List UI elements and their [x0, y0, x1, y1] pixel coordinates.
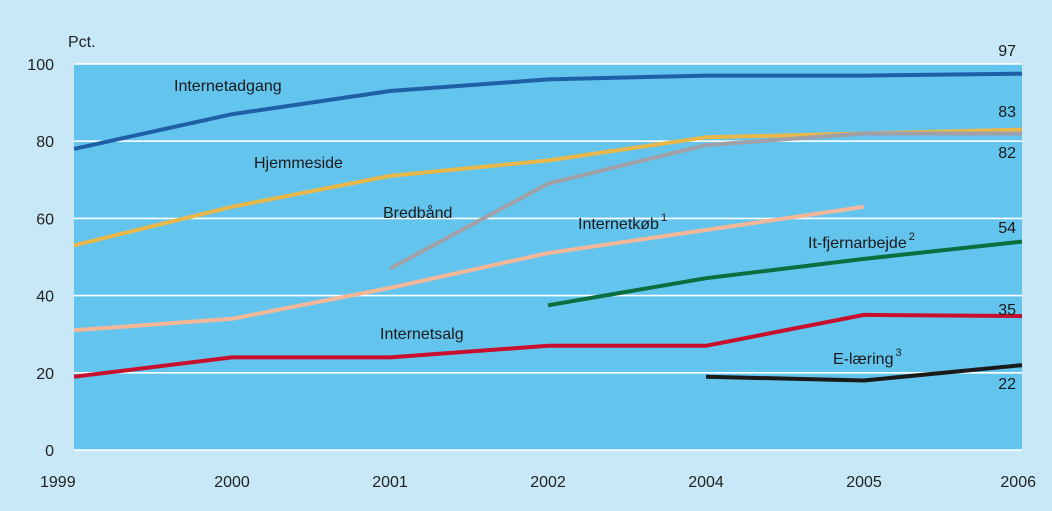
y-axis-label: Pct. — [68, 34, 96, 51]
series-label-3: Internetkøb 1 — [578, 212, 667, 233]
series-line-6 — [705, 363, 1023, 383]
end-value-label-1: 83 — [998, 104, 1016, 121]
x-tick-label: 2005 — [846, 474, 882, 491]
series-label-4: It-fjernarbejde 2 — [808, 231, 915, 252]
x-tick-label: 2002 — [530, 474, 566, 491]
series-line-2 — [389, 131, 1022, 271]
y-tick-label: 20 — [36, 366, 54, 383]
end-value-label-2: 82 — [998, 145, 1016, 162]
x-tick-label: 1999 — [40, 474, 76, 491]
series-labels: Internetadgang Hjemmeside Bredbånd Internet… — [174, 78, 915, 368]
series-line-5 — [73, 312, 1023, 379]
series-lines — [73, 71, 1023, 383]
y-tick-label: 0 — [45, 443, 54, 460]
series-label-0: Internetadgang — [174, 78, 282, 95]
series-line-0 — [73, 71, 1023, 151]
y-tick-label: 40 — [36, 289, 54, 306]
end-value-label-5: 35 — [998, 302, 1016, 319]
x-tick-label: 2006 — [1000, 474, 1036, 491]
end-value-labels: 97 83 82 54 35 22 — [998, 43, 1016, 393]
x-axis: 1999 2000 2001 2002 2004 2005 2006 — [40, 474, 1036, 491]
x-tick-label: 2000 — [214, 474, 250, 491]
series-label-5: Internetsalg — [380, 326, 464, 343]
end-value-label-4: 54 — [998, 220, 1016, 237]
end-value-label-6: 22 — [998, 376, 1016, 393]
y-tick-label: 100 — [27, 57, 54, 74]
series-line-4 — [547, 239, 1023, 308]
end-value-label-0: 97 — [998, 43, 1016, 60]
y-tick-label: 80 — [36, 134, 54, 151]
series-line-3 — [73, 204, 865, 333]
gridlines — [74, 63, 1022, 451]
y-tick-label: 60 — [36, 211, 54, 228]
series-label-6: E-læring 3 — [833, 347, 902, 368]
series-label-1: Hjemmeside — [254, 155, 343, 172]
y-axis: 0 20 40 60 80 100 — [27, 57, 54, 460]
x-tick-label: 2004 — [688, 474, 724, 491]
x-tick-label: 2001 — [372, 474, 408, 491]
series-label-2: Bredbånd — [383, 204, 452, 222]
